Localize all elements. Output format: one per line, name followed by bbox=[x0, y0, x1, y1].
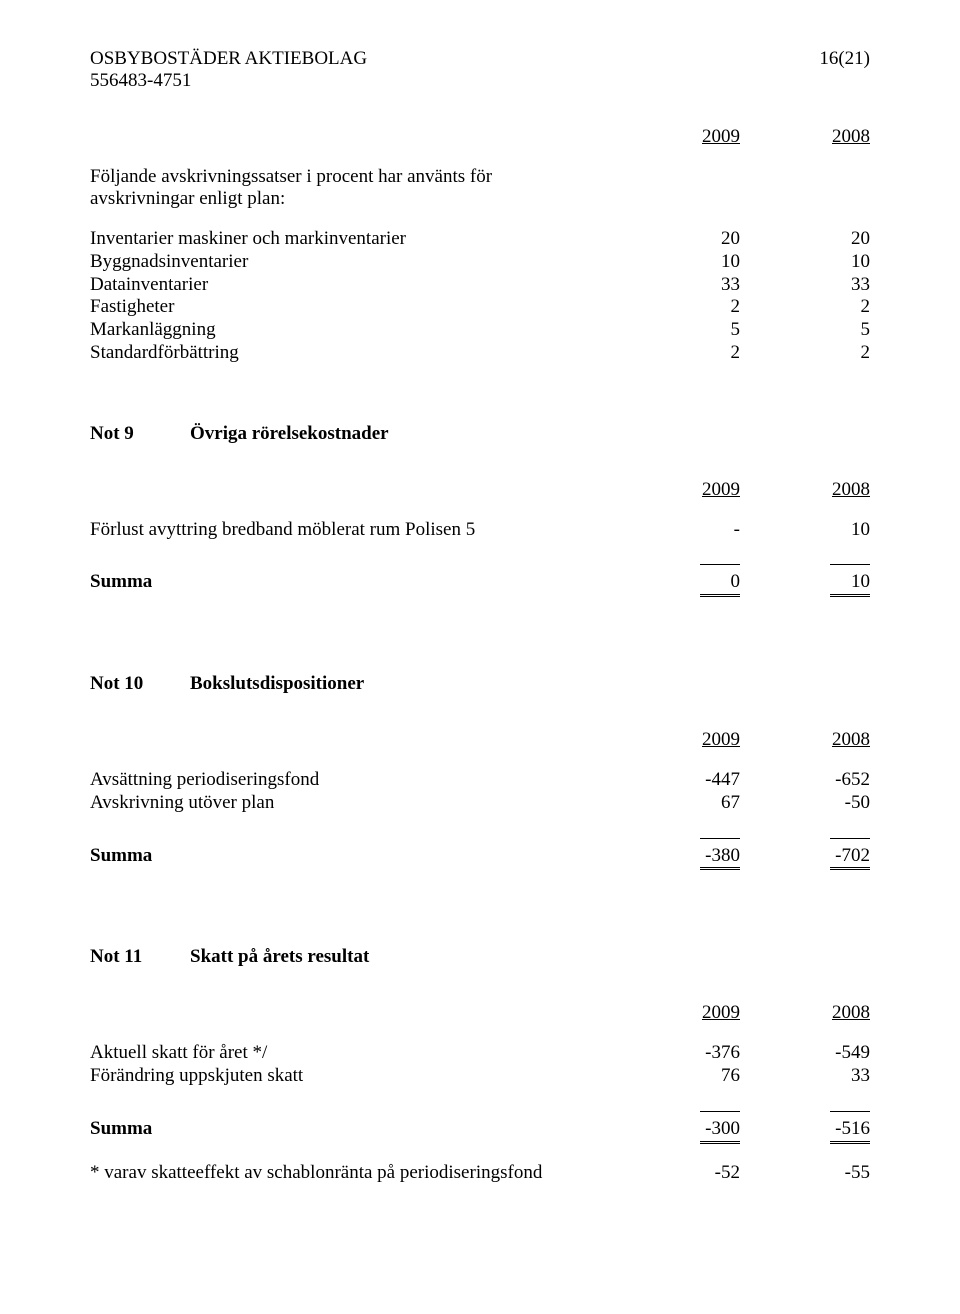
not9-row-v2: 10 bbox=[740, 519, 870, 542]
dep-row: Datainventarier 33 33 bbox=[90, 274, 870, 297]
not11-footnote-v2: -55 bbox=[740, 1162, 870, 1185]
not11-row: Aktuell skatt för året */ -376 -549 bbox=[90, 1042, 870, 1065]
org-number: 556483-4751 bbox=[90, 70, 367, 92]
not10-row-label: Avsättning periodiseringsfond bbox=[90, 769, 610, 792]
not9-not: Not 9 bbox=[90, 423, 190, 445]
not9-sum-v1: 0 bbox=[700, 571, 740, 597]
not11-row-label: Förändring uppskjuten skatt bbox=[90, 1065, 610, 1088]
single-underline bbox=[700, 1088, 740, 1112]
dep-table: Inventarier maskiner och markinventarier… bbox=[90, 228, 870, 365]
single-underline bbox=[830, 815, 870, 839]
not11-sum-v1: -300 bbox=[700, 1118, 740, 1144]
dep-label: Byggnadsinventarier bbox=[90, 251, 610, 274]
dep-row: Inventarier maskiner och markinventarier… bbox=[90, 228, 870, 251]
year-col-2: 2008 bbox=[740, 126, 870, 148]
not10-row-label: Avskrivning utöver plan bbox=[90, 792, 610, 815]
intro-line2: avskrivningar enligt plan: bbox=[90, 188, 870, 210]
not10-not: Not 10 bbox=[90, 673, 190, 695]
page-number: 16(21) bbox=[819, 48, 870, 92]
not10-underline-row bbox=[90, 815, 870, 839]
year-col-2: 2008 bbox=[740, 479, 870, 501]
dep-label: Datainventarier bbox=[90, 274, 610, 297]
not11-footnote-v1: -52 bbox=[610, 1162, 740, 1185]
dep-v1: 10 bbox=[610, 251, 740, 274]
dep-row: Byggnadsinventarier 10 10 bbox=[90, 251, 870, 274]
dep-v1: 33 bbox=[610, 274, 740, 297]
not10-title: Bokslutsdispositioner bbox=[190, 673, 870, 695]
not11-title: Skatt på årets resultat bbox=[190, 946, 870, 968]
not11-row-label: Aktuell skatt för året */ bbox=[90, 1042, 610, 1065]
dep-v2: 2 bbox=[740, 296, 870, 319]
not10-row: Avsättning periodiseringsfond -447 -652 bbox=[90, 769, 870, 792]
not10-sum-v1: -380 bbox=[700, 845, 740, 871]
dep-v1: 2 bbox=[610, 296, 740, 319]
not11-sum-row: Summa -300 -516 bbox=[90, 1118, 870, 1144]
not11-year-row: 2009 2008 bbox=[90, 1002, 870, 1024]
not10-row-v2: -652 bbox=[740, 769, 870, 792]
page-header: OSBYBOSTÄDER AKTIEBOLAG 556483-4751 16(2… bbox=[90, 48, 870, 92]
not11-heading: Not 11 Skatt på årets resultat bbox=[90, 946, 870, 968]
not11-sum-v2: -516 bbox=[830, 1118, 870, 1144]
not9-row: Förlust avyttring bredband möblerat rum … bbox=[90, 519, 870, 542]
not9-title: Övriga rörelsekostnader bbox=[190, 423, 870, 445]
dep-label: Markanläggning bbox=[90, 319, 610, 342]
year-col-2: 2008 bbox=[740, 729, 870, 751]
dep-row: Standardförbättring 2 2 bbox=[90, 342, 870, 365]
dep-label: Standardförbättring bbox=[90, 342, 610, 365]
not10-row: Avskrivning utöver plan 67 -50 bbox=[90, 792, 870, 815]
not11-not: Not 11 bbox=[90, 946, 190, 968]
not9-underline-row bbox=[90, 542, 870, 566]
dep-v1: 20 bbox=[610, 228, 740, 251]
dep-v2: 10 bbox=[740, 251, 870, 274]
not10-sum-v2: -702 bbox=[830, 845, 870, 871]
dep-v2: 5 bbox=[740, 319, 870, 342]
not11-footnote: * varav skatteeffekt av schablonränta på… bbox=[90, 1162, 870, 1185]
not9-row-label: Förlust avyttring bredband möblerat rum … bbox=[90, 519, 610, 542]
year-col-1: 2009 bbox=[610, 126, 740, 148]
year-header-top: 2009 2008 bbox=[90, 126, 870, 148]
dep-v2: 20 bbox=[740, 228, 870, 251]
not10-year-row: 2009 2008 bbox=[90, 729, 870, 751]
year-col-1: 2009 bbox=[610, 729, 740, 751]
single-underline bbox=[700, 542, 740, 566]
dep-v1: 5 bbox=[610, 319, 740, 342]
dep-label: Fastigheter bbox=[90, 296, 610, 319]
not9-sum-row: Summa 0 10 bbox=[90, 571, 870, 597]
page: OSBYBOSTÄDER AKTIEBOLAG 556483-4751 16(2… bbox=[0, 0, 960, 1314]
intro-line1: Följande avskrivningssatser i procent ha… bbox=[90, 166, 870, 188]
company-name: OSBYBOSTÄDER AKTIEBOLAG bbox=[90, 48, 367, 70]
not9-sum-v2: 10 bbox=[830, 571, 870, 597]
not11-row: Förändring uppskjuten skatt 76 33 bbox=[90, 1065, 870, 1088]
single-underline bbox=[830, 1088, 870, 1112]
single-underline bbox=[830, 542, 870, 566]
single-underline bbox=[700, 815, 740, 839]
not10-sum-label: Summa bbox=[90, 845, 610, 871]
year-col-1: 2009 bbox=[610, 479, 740, 501]
year-col-1: 2009 bbox=[610, 1002, 740, 1024]
not11-footnote-label: * varav skatteeffekt av schablonränta på… bbox=[90, 1162, 610, 1185]
dep-row: Markanläggning 5 5 bbox=[90, 319, 870, 342]
not9-row-v1: - bbox=[610, 519, 740, 542]
header-left: OSBYBOSTÄDER AKTIEBOLAG 556483-4751 bbox=[90, 48, 367, 92]
not11-underline-row bbox=[90, 1088, 870, 1112]
not10-sum-row: Summa -380 -702 bbox=[90, 845, 870, 871]
not10-heading: Not 10 Bokslutsdispositioner bbox=[90, 673, 870, 695]
dep-label: Inventarier maskiner och markinventarier bbox=[90, 228, 610, 251]
not10-row-v2: -50 bbox=[740, 792, 870, 815]
dep-v1: 2 bbox=[610, 342, 740, 365]
not11-row-v2: 33 bbox=[740, 1065, 870, 1088]
not11-row-v2: -549 bbox=[740, 1042, 870, 1065]
not10-row-v1: -447 bbox=[610, 769, 740, 792]
not11-row-v1: 76 bbox=[610, 1065, 740, 1088]
dep-v2: 2 bbox=[740, 342, 870, 365]
not9-sum-label: Summa bbox=[90, 571, 610, 597]
dep-v2: 33 bbox=[740, 274, 870, 297]
not9-year-row: 2009 2008 bbox=[90, 479, 870, 501]
not11-sum-label: Summa bbox=[90, 1118, 610, 1144]
year-col-2: 2008 bbox=[740, 1002, 870, 1024]
not10-row-v1: 67 bbox=[610, 792, 740, 815]
not11-row-v1: -376 bbox=[610, 1042, 740, 1065]
dep-row: Fastigheter 2 2 bbox=[90, 296, 870, 319]
not9-heading: Not 9 Övriga rörelsekostnader bbox=[90, 423, 870, 445]
